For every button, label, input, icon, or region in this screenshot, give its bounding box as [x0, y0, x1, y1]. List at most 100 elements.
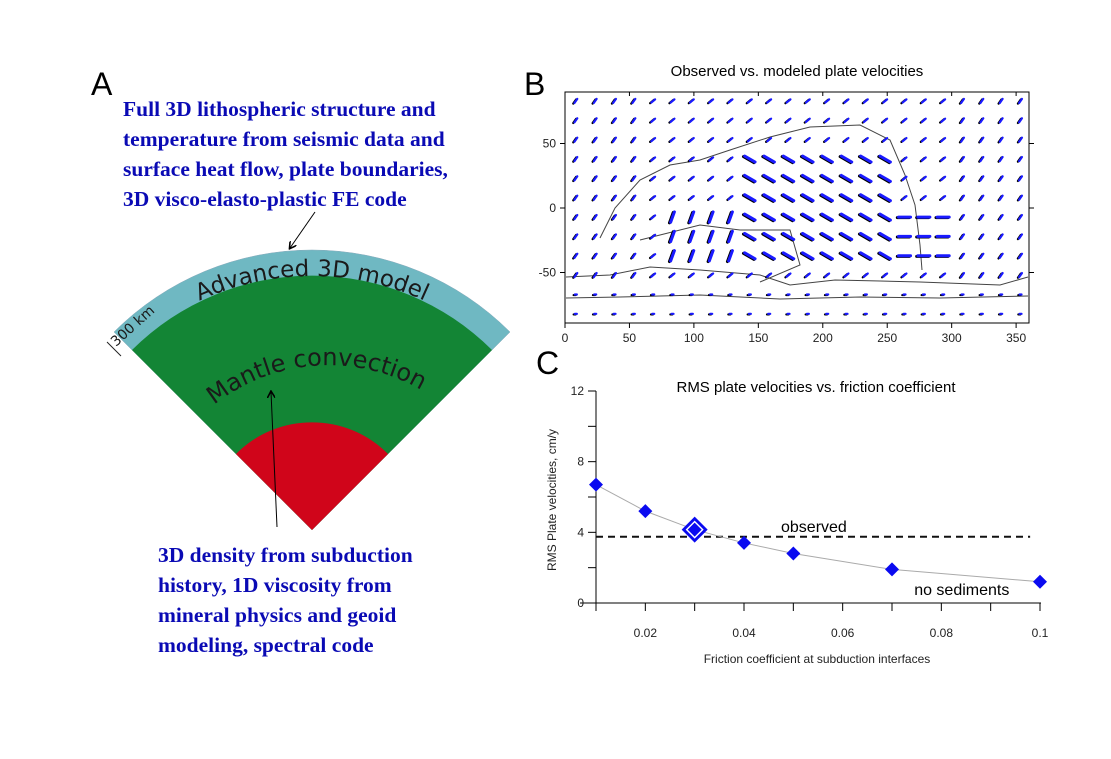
- observed-velocity-arrow: [901, 175, 908, 182]
- observed-velocity-arrow: [631, 136, 637, 143]
- observed-velocity-arrow: [940, 136, 947, 143]
- observed-velocity-arrow: [1017, 233, 1024, 240]
- observed-velocity-arrow: [592, 136, 598, 143]
- y-tick-label: 0: [577, 596, 584, 610]
- observed-velocity-arrow: [727, 98, 734, 104]
- observed-velocity-arrow: [592, 252, 598, 259]
- observed-velocity-arrow: [801, 212, 815, 222]
- observed-velocity-arrow: [801, 173, 815, 183]
- observed-velocity-arrow: [743, 231, 757, 241]
- observed-velocity-arrow: [669, 229, 676, 244]
- observed-velocity-arrow: [998, 194, 1004, 201]
- observed-velocity-arrow: [959, 252, 966, 259]
- chart-title: RMS plate velocities vs. friction coeffi…: [676, 379, 956, 396]
- observed-velocity-arrow: [746, 117, 753, 124]
- observed-velocity-arrow: [1017, 213, 1024, 221]
- observed-velocity-arrow: [920, 272, 927, 278]
- y-tick-label: -50: [539, 266, 557, 280]
- observed-velocity-arrow: [762, 173, 776, 183]
- observed-velocity-arrow: [979, 117, 985, 124]
- x-tick-label: 150: [748, 331, 768, 345]
- observed-velocity-arrow: [743, 251, 757, 261]
- observed-velocity-arrow: [843, 98, 850, 104]
- observed-velocity-arrow: [688, 249, 696, 263]
- observed-velocity-arrow: [998, 233, 1004, 240]
- observed-velocity-arrow: [650, 272, 657, 278]
- observed-velocity-arrow: [708, 156, 715, 162]
- observed-velocity-arrow: [708, 195, 715, 201]
- x-tick-label: 300: [942, 331, 962, 345]
- observed-velocity-arrow: [804, 136, 811, 143]
- observed-velocity-arrow: [766, 136, 773, 143]
- observed-velocity-arrow: [727, 249, 734, 263]
- observed-velocity-arrow: [998, 213, 1004, 221]
- observed-velocity-arrow: [878, 173, 892, 183]
- observed-velocity-arrow: [862, 117, 869, 124]
- observed-velocity-arrow: [781, 251, 796, 261]
- observed-velocity-arrow: [592, 233, 598, 240]
- observed-velocity-arrow: [920, 136, 927, 143]
- observed-velocity-arrow: [801, 251, 815, 261]
- observed-velocity-arrow: [878, 212, 892, 222]
- observed-velocity-arrow: [862, 136, 869, 143]
- observed-velocity-arrow: [762, 231, 776, 241]
- y-tick-label: 4: [577, 525, 584, 539]
- observed-velocity-arrow: [839, 173, 854, 183]
- observed-velocity-arrow: [669, 117, 676, 124]
- mantle-layer: [132, 275, 492, 530]
- note-line: modeling, spectral code: [158, 633, 374, 657]
- observed-velocity-arrow: [959, 97, 966, 105]
- observed-velocity-arrow: [862, 98, 869, 104]
- observed-velocity-arrow: [762, 251, 776, 261]
- observed-velocity-arrow: [573, 271, 579, 279]
- observed-velocity-arrow: [901, 98, 908, 104]
- observed-velocity-arrow: [920, 195, 927, 201]
- observed-velocity-arrow: [727, 229, 734, 244]
- observed-velocity-arrow: [727, 136, 734, 143]
- observed-velocity-arrow: [669, 195, 676, 201]
- y-axis-label: RMS Plate velocities, cm/y: [545, 429, 559, 571]
- observed-velocity-arrow: [979, 233, 985, 240]
- observed-velocity-arrow: [611, 155, 618, 163]
- observed-velocity-arrow: [743, 212, 757, 222]
- data-point: [638, 504, 653, 519]
- x-tick-label: 0.06: [831, 626, 855, 640]
- x-tick-label: 0.1: [1032, 626, 1049, 640]
- observed-velocity-arrow: [859, 154, 873, 164]
- observed-velocity-arrow: [785, 272, 792, 278]
- observed-velocity-arrow: [573, 194, 579, 201]
- observed-velocity-arrow: [859, 212, 873, 222]
- observed-velocity-arrow: [611, 213, 618, 221]
- observed-velocity-arrow: [878, 154, 892, 164]
- observed-velocity-arrow: [573, 155, 579, 163]
- plate-boundaries: [565, 124, 1029, 300]
- observed-velocity-arrow: [940, 98, 947, 104]
- observed-velocity-arrow: [746, 136, 753, 143]
- observed-velocity-arrow: [920, 117, 927, 124]
- observed-velocity-arrow: [920, 98, 927, 104]
- velocity-arrows: [572, 97, 1024, 316]
- observed-velocity-arrow: [979, 97, 985, 105]
- observed-velocity-arrow: [882, 272, 889, 278]
- observed-velocity-arrow: [882, 98, 889, 104]
- y-tick-label: 12: [571, 384, 585, 398]
- x-axis-label: Friction coefficient at subduction inter…: [704, 652, 931, 666]
- observed-velocity-arrow: [998, 155, 1004, 163]
- observed-velocity-arrow: [631, 213, 637, 221]
- observed-velocity-arrow: [998, 252, 1004, 259]
- observed-velocity-arrow: [708, 272, 715, 278]
- observed-velocity-arrow: [743, 193, 757, 203]
- observed-velocity-arrow: [611, 194, 618, 201]
- observed-velocity-arrow: [727, 175, 734, 182]
- observed-velocity-arrow: [979, 252, 985, 259]
- observed-velocity-arrow: [592, 97, 598, 105]
- observed-velocity-arrow: [820, 173, 834, 183]
- observed-velocity-arrow: [592, 117, 598, 124]
- observed-velocity-arrow: [707, 210, 715, 224]
- observed-velocity-arrow: [824, 117, 831, 124]
- x-tick-label: 0.02: [634, 626, 658, 640]
- observed-velocity-arrow: [843, 136, 850, 143]
- map-title: Observed vs. modeled plate velocities: [671, 63, 924, 80]
- observed-velocity-arrow: [573, 213, 579, 221]
